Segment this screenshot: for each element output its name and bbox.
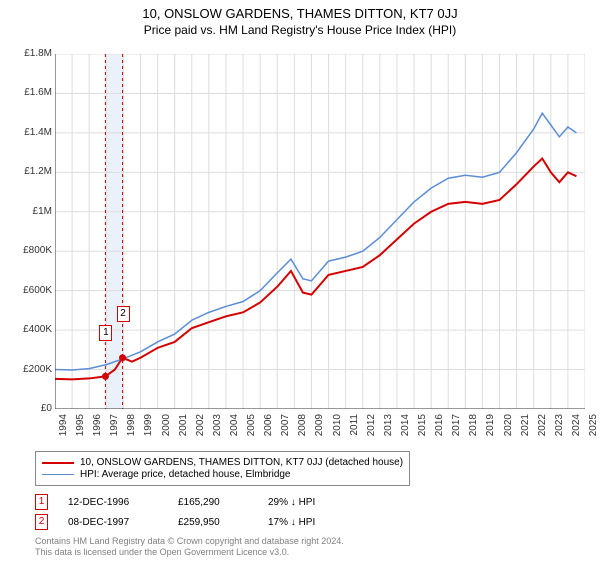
x-tick-label: 2017 [451, 414, 462, 444]
x-tick-label: 2010 [332, 414, 343, 444]
x-tick-label: 2013 [383, 414, 394, 444]
x-tick-label: 2015 [417, 414, 428, 444]
sales-price: £259,950 [178, 517, 248, 528]
x-tick-label: 2007 [280, 414, 291, 444]
y-tick-label: £600K [4, 285, 52, 296]
x-tick-label: 1999 [143, 414, 154, 444]
legend: 10, ONSLOW GARDENS, THAMES DITTON, KT7 0… [35, 451, 410, 486]
legend-swatch [42, 462, 74, 464]
x-tick-label: 2016 [434, 414, 445, 444]
x-tick-label: 2004 [229, 414, 240, 444]
x-tick-label: 2021 [520, 414, 531, 444]
legend-label: 10, ONSLOW GARDENS, THAMES DITTON, KT7 0… [80, 457, 403, 468]
x-tick-label: 2008 [297, 414, 308, 444]
y-tick-label: £1M [4, 206, 52, 217]
x-tick-label: 2001 [178, 414, 189, 444]
x-tick-label: 1995 [75, 414, 86, 444]
y-tick-label: £1.6M [4, 87, 52, 98]
chart-plot-area [55, 54, 585, 409]
x-tick-label: 2024 [571, 414, 582, 444]
sales-date: 12-DEC-1996 [68, 497, 158, 508]
x-tick-label: 1998 [126, 414, 137, 444]
sales-row: 2 08-DEC-1997 £259,950 17% ↓ HPI [35, 514, 338, 530]
sales-table: 1 12-DEC-1996 £165,290 29% ↓ HPI 2 08-DE… [35, 494, 338, 534]
sales-marker: 2 [35, 514, 48, 530]
y-tick-label: £800K [4, 245, 52, 256]
x-tick-label: 1997 [109, 414, 120, 444]
x-tick-label: 2002 [195, 414, 206, 444]
x-tick-label: 2011 [349, 414, 360, 444]
x-tick-label: 1996 [92, 414, 103, 444]
legend-item: HPI: Average price, detached house, Elmb… [42, 469, 403, 480]
sales-date: 08-DEC-1997 [68, 517, 158, 528]
chart-marker-label: 2 [117, 306, 130, 322]
x-tick-label: 2009 [314, 414, 325, 444]
sales-marker: 1 [35, 494, 48, 510]
legend-item: 10, ONSLOW GARDENS, THAMES DITTON, KT7 0… [42, 457, 403, 468]
legend-swatch [42, 474, 74, 475]
x-tick-label: 2012 [366, 414, 377, 444]
footnote-line: Contains HM Land Registry data © Crown c… [35, 536, 344, 546]
chart-subtitle: Price paid vs. HM Land Registry's House … [0, 23, 600, 37]
footnote-line: This data is licensed under the Open Gov… [35, 547, 289, 557]
y-tick-label: £400K [4, 324, 52, 335]
x-tick-label: 2000 [161, 414, 172, 444]
sales-row: 1 12-DEC-1996 £165,290 29% ↓ HPI [35, 494, 338, 510]
chart-container: 10, ONSLOW GARDENS, THAMES DITTON, KT7 0… [0, 6, 600, 566]
x-tick-label: 2014 [400, 414, 411, 444]
x-tick-label: 2022 [537, 414, 548, 444]
y-tick-label: £1.8M [4, 48, 52, 59]
y-tick-label: £1.4M [4, 127, 52, 138]
x-tick-label: 2003 [212, 414, 223, 444]
chart-marker-label: 1 [99, 325, 112, 341]
y-tick-label: £1.2M [4, 166, 52, 177]
y-tick-label: £200K [4, 364, 52, 375]
x-tick-label: 2020 [503, 414, 514, 444]
x-tick-label: 2025 [588, 414, 599, 444]
footnote: Contains HM Land Registry data © Crown c… [35, 536, 344, 559]
y-tick-label: £0 [4, 403, 52, 414]
chart-svg [55, 54, 585, 409]
chart-title: 10, ONSLOW GARDENS, THAMES DITTON, KT7 0… [0, 6, 600, 21]
sales-delta: 29% ↓ HPI [268, 497, 338, 508]
legend-label: HPI: Average price, detached house, Elmb… [80, 469, 291, 480]
sales-price: £165,290 [178, 497, 248, 508]
x-tick-label: 2018 [468, 414, 479, 444]
x-tick-label: 1994 [58, 414, 69, 444]
x-tick-label: 2006 [263, 414, 274, 444]
x-tick-label: 2023 [554, 414, 565, 444]
x-tick-label: 2019 [485, 414, 496, 444]
x-tick-label: 2005 [246, 414, 257, 444]
sales-delta: 17% ↓ HPI [268, 517, 338, 528]
